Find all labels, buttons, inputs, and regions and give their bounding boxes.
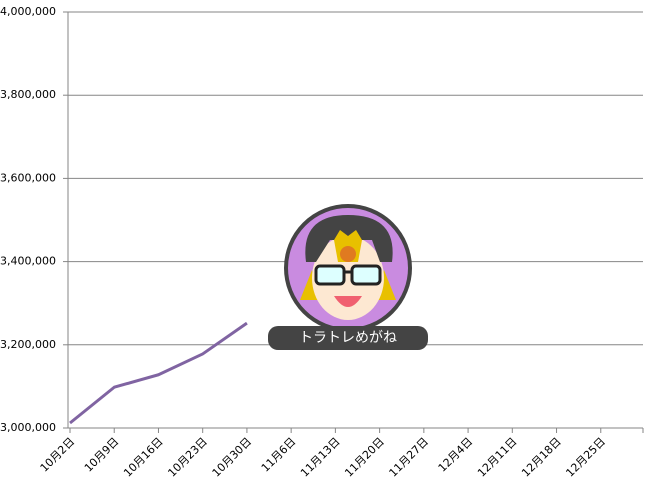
- x-tick-label: 10月2日: [38, 435, 78, 475]
- x-tick-label: 11月13日: [298, 435, 343, 480]
- y-tick-label: 3,800,000: [0, 88, 56, 101]
- y-tick-label: 3,200,000: [0, 338, 56, 351]
- y-tick-label: 3,400,000: [0, 255, 56, 268]
- series-line: [69, 321, 248, 425]
- x-tick-label: 10月30日: [210, 435, 255, 480]
- x-tick-label: 12月18日: [519, 435, 564, 480]
- x-tick-label: 10月16日: [121, 435, 166, 480]
- avatar: トラトレめがね: [268, 204, 428, 350]
- y-tick-label: 3,600,000: [0, 171, 56, 184]
- x-tick-label: 11月27日: [387, 435, 432, 480]
- x-tick-label: 12月11日: [475, 435, 520, 480]
- x-tick-label: 10月9日: [82, 435, 122, 475]
- y-tick-label: 4,000,000: [0, 5, 56, 18]
- x-tick-label: 11月20日: [342, 435, 387, 480]
- x-tick-label: 11月6日: [259, 435, 299, 475]
- y-tick-label: 3,000,000: [0, 421, 56, 434]
- x-tick-label: 12月4日: [436, 435, 476, 475]
- x-tick-label: 12月25日: [563, 435, 608, 480]
- x-tick-label: 10月23日: [165, 435, 210, 480]
- badge-text: トラトレめがね: [299, 330, 397, 346]
